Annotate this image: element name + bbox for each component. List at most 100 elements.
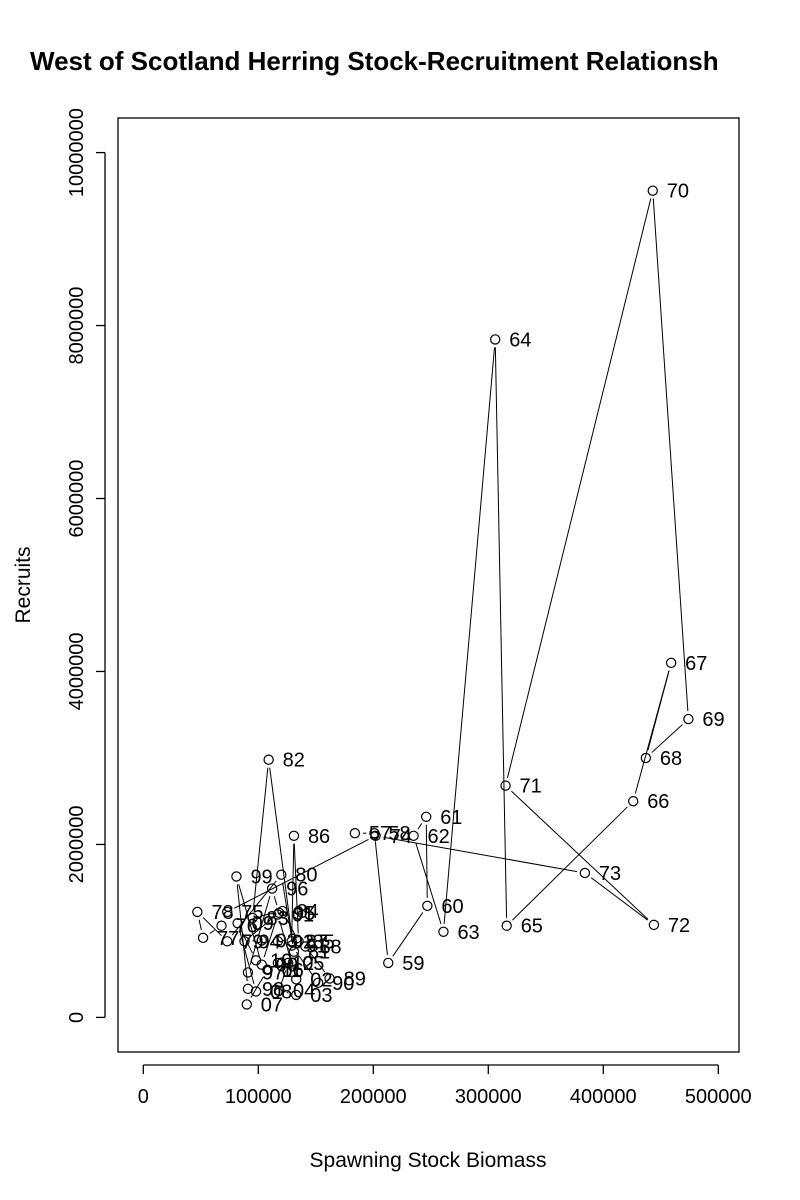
data-point	[579, 867, 591, 879]
point-label: 82	[283, 750, 305, 772]
data-point	[262, 964, 273, 976]
point-label: 60	[441, 896, 463, 918]
point-label: 02	[310, 969, 332, 991]
series-segment	[209, 929, 216, 934]
data-point	[640, 752, 652, 764]
y-tick-label: 8000000	[66, 287, 88, 365]
point-label: 81	[308, 942, 330, 964]
point-label: 03	[310, 985, 332, 1007]
data-point	[665, 657, 677, 669]
data-point	[628, 796, 639, 807]
data-point	[501, 920, 512, 931]
data-point	[241, 999, 252, 1010]
data-point	[324, 973, 335, 984]
data-point	[266, 883, 278, 894]
data-point	[242, 967, 254, 978]
x-tick-label: 500000	[685, 1086, 752, 1108]
series-points	[192, 185, 694, 1010]
data-point	[490, 334, 501, 345]
point-label: 85	[313, 931, 335, 953]
series-segment	[273, 896, 278, 906]
chart-title: West of Scotland Herring Stock-Recruitme…	[30, 46, 719, 76]
series-segment	[250, 917, 274, 937]
series-segment	[234, 839, 369, 909]
x-axis: 0 100000 200000 300000 400000 500000	[138, 1064, 752, 1108]
series-segment	[392, 912, 424, 957]
point-label: 00	[276, 955, 298, 977]
point-label: 87	[306, 931, 328, 953]
data-point	[239, 936, 250, 947]
series-segment	[383, 836, 578, 873]
point-label: 88	[319, 936, 341, 958]
data-point	[272, 936, 284, 947]
y-tick-label: 4000000	[66, 633, 88, 711]
point-label: 72	[668, 915, 690, 937]
series-connecting-line	[198, 198, 689, 998]
series-segment	[295, 951, 314, 977]
series-segment	[425, 824, 428, 898]
plot-frame	[117, 117, 740, 1053]
point-label: 59	[402, 953, 424, 975]
point-label: 79	[241, 931, 263, 953]
data-point	[283, 957, 294, 969]
data-point	[273, 985, 285, 996]
point-label: 80	[295, 865, 317, 887]
x-axis-label: Spawning Stock Biomass	[310, 1149, 547, 1172]
point-label: 10	[270, 950, 292, 972]
data-point	[273, 907, 285, 918]
series-segment	[269, 767, 294, 944]
point-label: 12	[292, 953, 314, 975]
data-point	[232, 917, 243, 929]
point-label: 08	[270, 981, 292, 1003]
data-point	[247, 912, 258, 924]
series-segment	[202, 917, 222, 937]
data-point	[288, 946, 300, 957]
data-point	[231, 871, 242, 882]
data-point	[222, 936, 233, 947]
y-tick-label: 10000000	[66, 108, 88, 197]
data-point	[300, 941, 311, 952]
data-point	[349, 828, 361, 839]
point-label: 92	[292, 931, 314, 953]
point-label: 66	[647, 791, 669, 813]
data-point	[256, 935, 267, 946]
x-tick-label: 400000	[570, 1086, 637, 1108]
y-axis: 0 2000000 4000000 6000000 8000000 10000000	[66, 108, 106, 1023]
series-segment	[285, 917, 296, 935]
data-point	[312, 977, 324, 989]
point-label: 62	[428, 826, 450, 848]
data-point	[286, 940, 297, 951]
point-label: 05	[302, 953, 324, 975]
data-point	[250, 955, 262, 966]
series-segment	[590, 877, 648, 921]
data-point	[192, 906, 203, 918]
point-label: 98	[262, 979, 284, 1001]
data-point	[370, 830, 381, 841]
series-segment	[293, 843, 299, 934]
point-labels: 5758596061626364656667686970717273747576…	[211, 181, 724, 1017]
series-segment	[281, 970, 287, 984]
point-label: 74	[390, 826, 412, 848]
data-point	[263, 754, 274, 765]
point-label: 58	[388, 823, 410, 845]
data-point	[291, 974, 302, 985]
data-point	[197, 932, 209, 944]
data-point	[276, 869, 287, 880]
data-point	[408, 830, 419, 841]
series-segment	[252, 767, 269, 911]
series-segment	[291, 843, 295, 934]
data-point	[383, 957, 394, 969]
point-label: 11	[282, 960, 303, 982]
point-label: 83	[267, 908, 289, 930]
point-label: 57	[369, 823, 391, 845]
point-label: 63	[457, 922, 479, 944]
data-point	[222, 906, 233, 918]
y-tick-label: 2000000	[66, 806, 88, 884]
series-segment	[231, 880, 277, 936]
series-segment	[651, 724, 683, 753]
data-point	[291, 989, 302, 1001]
y-axis-label: Recruits	[12, 546, 35, 623]
series-segment	[512, 806, 628, 921]
point-label: 75	[241, 902, 263, 924]
